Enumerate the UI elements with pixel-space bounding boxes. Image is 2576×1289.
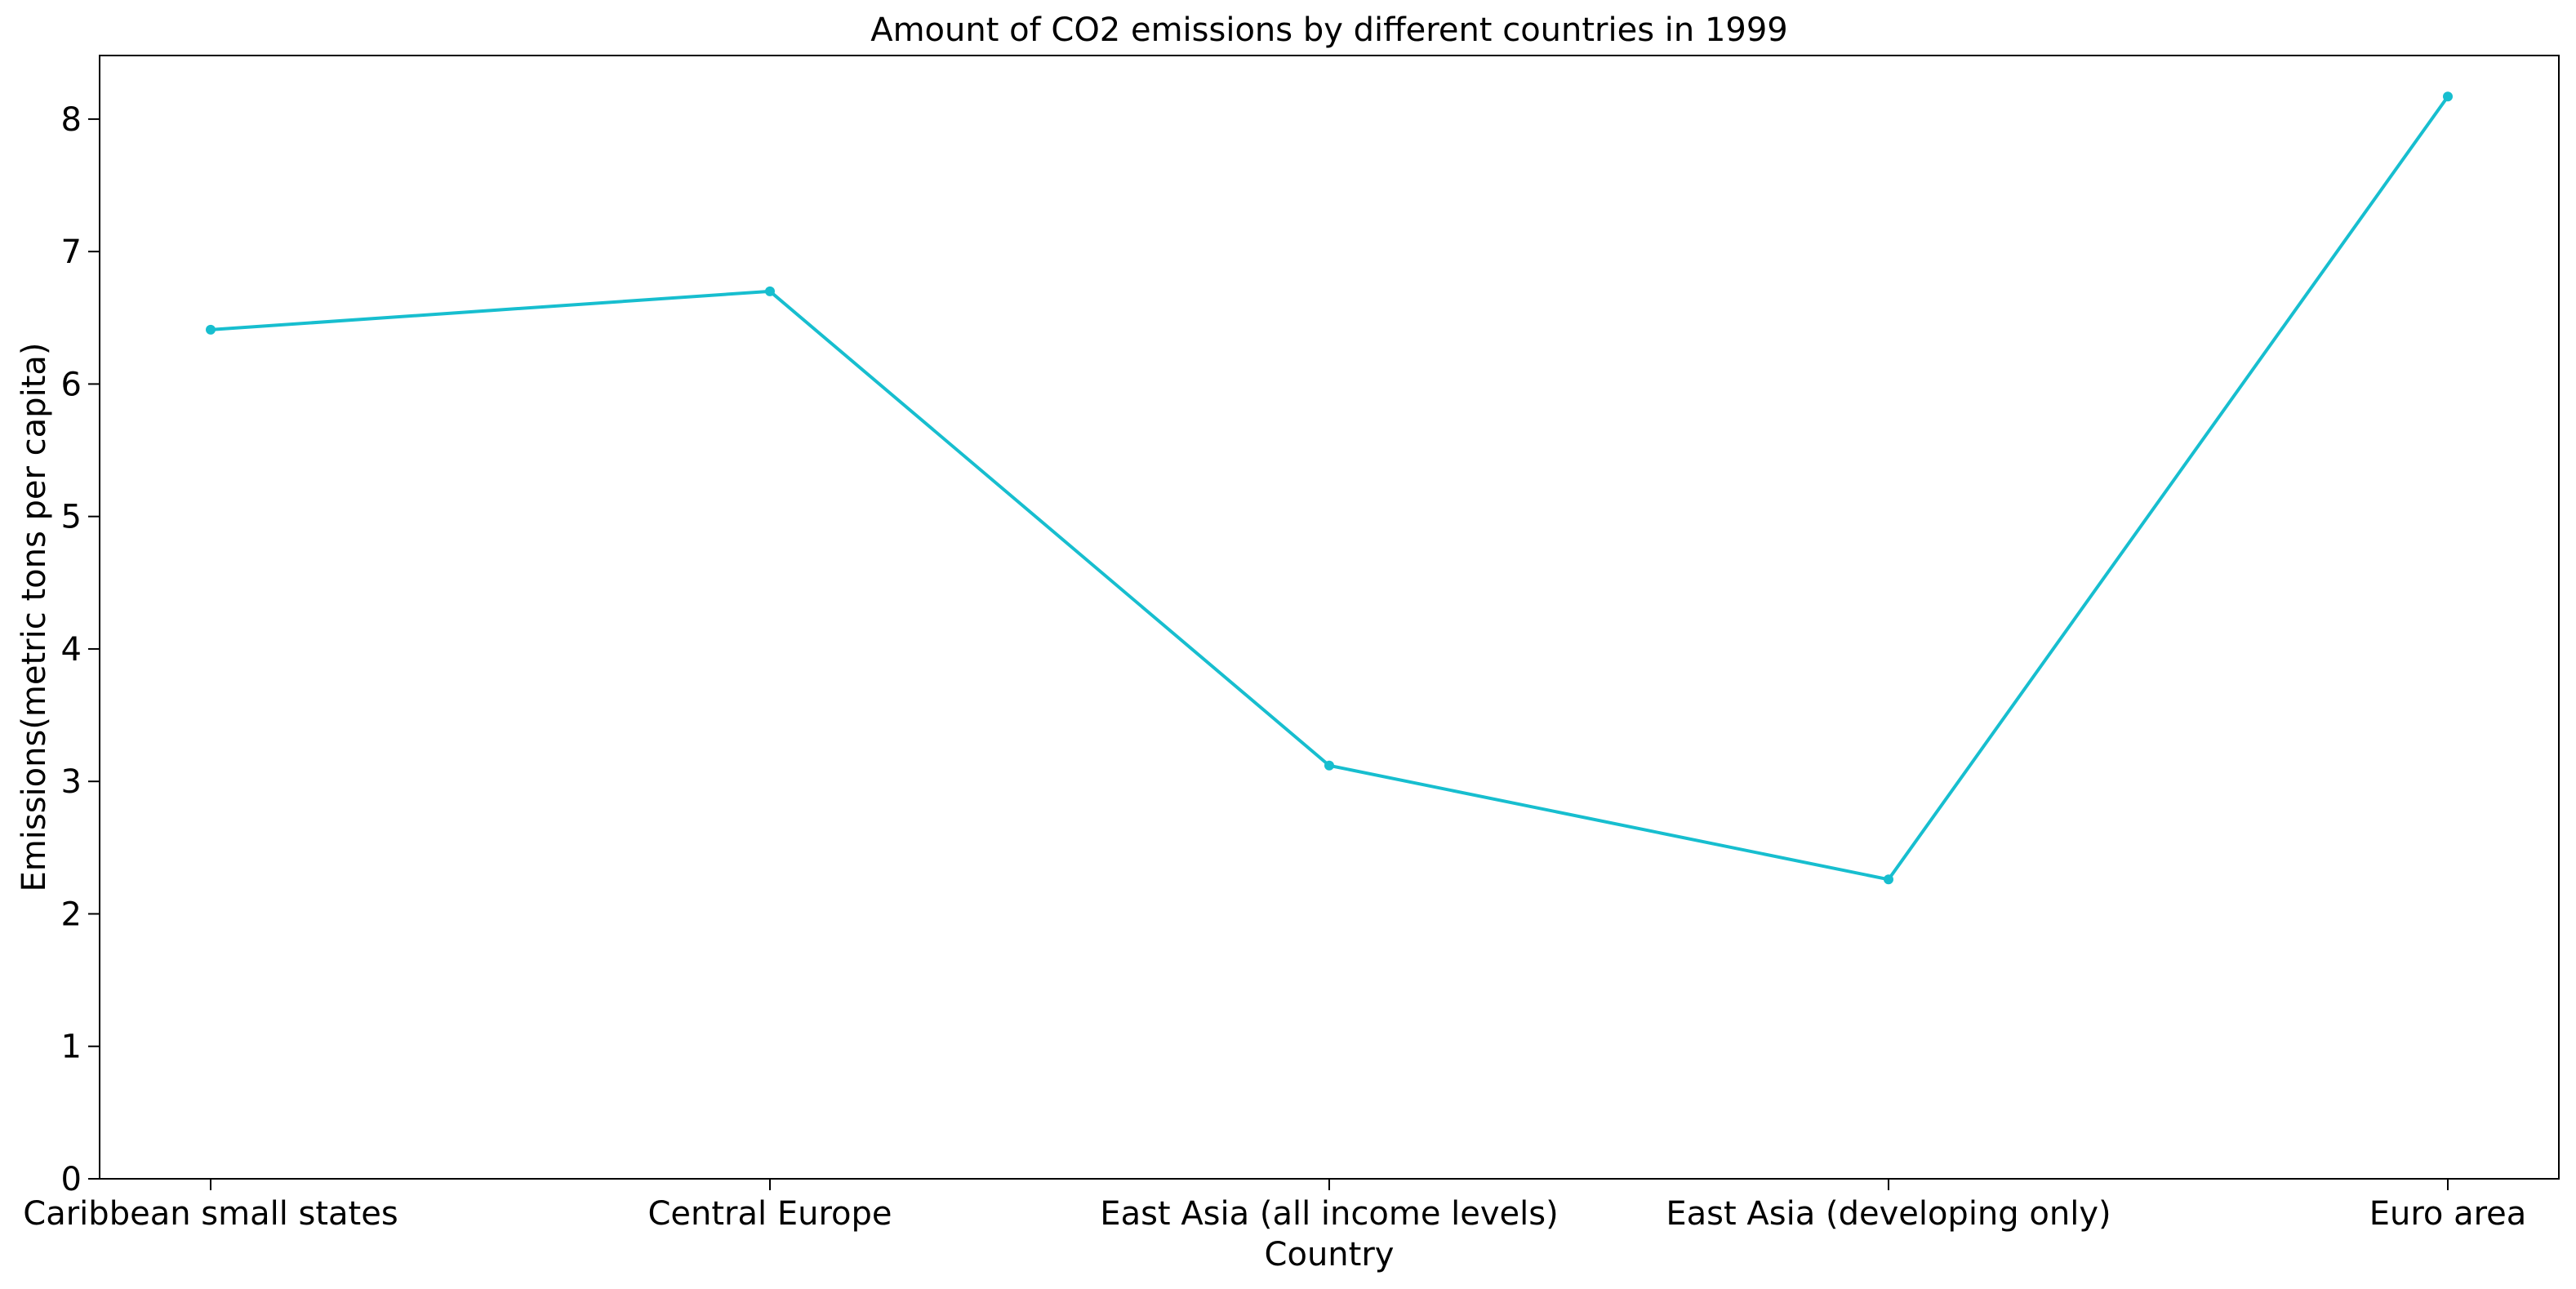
- x-tick-label: East Asia (all income levels): [1100, 1195, 1558, 1233]
- y-tick-label: 4: [61, 631, 82, 669]
- data-point: [1884, 874, 1893, 885]
- y-tick-label: 7: [61, 233, 82, 271]
- chart-title: Amount of CO2 emissions by different cou…: [870, 11, 1788, 49]
- x-axis-ticks: Caribbean small states Central Europe East…: [23, 1179, 2526, 1233]
- y-tick-label: 3: [61, 763, 82, 801]
- y-tick-label: 5: [61, 499, 82, 536]
- x-tick-label: Central Europe: [647, 1195, 892, 1233]
- data-point: [2443, 91, 2453, 102]
- x-tick-label: East Asia (developing only): [1666, 1195, 2111, 1233]
- y-tick-label: 0: [61, 1161, 82, 1198]
- data-point: [765, 286, 775, 296]
- x-tick-label: Euro area: [2369, 1195, 2527, 1233]
- y-tick-label: 6: [61, 366, 82, 403]
- series-layer: [206, 91, 2453, 885]
- y-tick-label: 1: [61, 1029, 82, 1066]
- y-axis-ticks: 0 1 2 3 4 5 6 7 8: [61, 101, 100, 1198]
- data-point: [1324, 760, 1334, 771]
- y-tick-label: 2: [61, 896, 82, 933]
- x-tick-label: Caribbean small states: [23, 1195, 398, 1233]
- y-axis-title: Emissions(metric tons per capita): [16, 343, 53, 892]
- plot-frame: [99, 55, 2560, 1180]
- data-point: [206, 324, 216, 335]
- x-axis-title: Country: [1265, 1236, 1395, 1273]
- y-tick-label: 8: [61, 101, 82, 139]
